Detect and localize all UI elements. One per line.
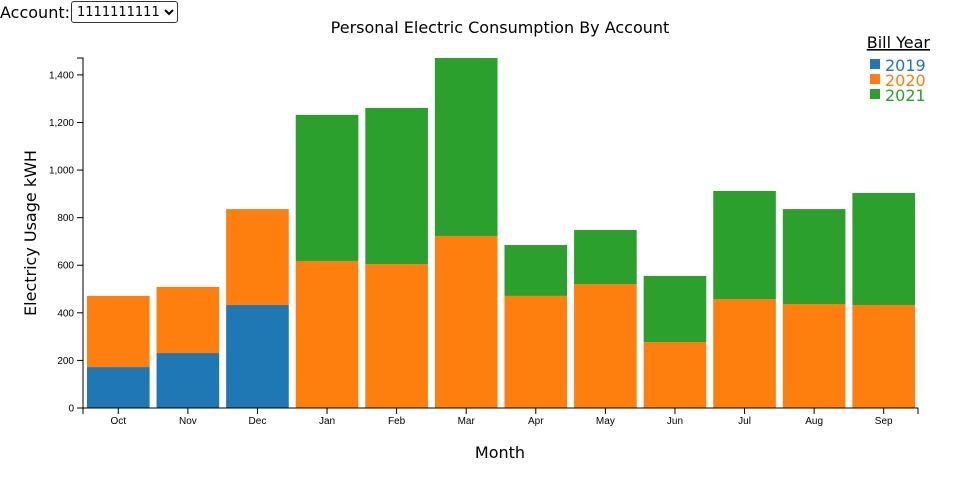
- y-tick-label: 400: [57, 308, 74, 319]
- legend-swatch-2019: [870, 59, 880, 69]
- x-axis-label: Month: [475, 443, 525, 462]
- legend-title: Bill Year: [867, 33, 931, 52]
- x-tick-label: May: [596, 416, 615, 427]
- bar-2021-aug: [782, 209, 846, 305]
- bar-2020-sep: [852, 304, 916, 408]
- bar-2021-feb: [365, 107, 428, 265]
- bar-2020-oct: [86, 295, 150, 368]
- x-tick-label: Feb: [388, 416, 406, 427]
- legend-swatch-2021: [870, 89, 880, 99]
- x-tick-label: Nov: [179, 416, 197, 427]
- account-select[interactable]: 1111111111: [71, 1, 178, 23]
- x-tick-label: Dec: [249, 416, 267, 427]
- bar-2020-jun: [643, 342, 707, 408]
- y-tick-label: 1,400: [49, 70, 74, 81]
- y-tick-label: 200: [57, 356, 74, 367]
- legend-swatch-2020: [870, 74, 880, 84]
- x-tick-label: Sep: [875, 416, 893, 427]
- bar-2019-dec: [226, 304, 289, 408]
- y-tick-label: 0: [68, 404, 74, 415]
- x-tick-label: Oct: [111, 416, 127, 427]
- bar-2019-nov: [156, 353, 220, 408]
- legend-label-2021: 2021: [885, 86, 926, 105]
- bar-2020-may: [574, 284, 637, 408]
- bar-2021-mar: [434, 58, 498, 236]
- legend-label-2020: 2020: [885, 71, 926, 90]
- x-axis-line: [82, 407, 919, 414]
- bar-2021-may: [574, 230, 637, 285]
- bar-2020-mar: [434, 235, 498, 408]
- y-tick-label: 1,200: [49, 118, 74, 129]
- x-tick-label: Mar: [458, 416, 476, 427]
- x-tick-label: Aug: [805, 416, 823, 427]
- bar-2020-aug: [782, 304, 846, 408]
- legend-label-2019: 2019: [885, 56, 926, 75]
- bar-2020-jul: [713, 299, 776, 408]
- x-tick-label: Apr: [528, 416, 544, 427]
- bar-2021-apr: [504, 245, 568, 296]
- y-axis-line: [77, 57, 84, 409]
- y-tick-label: 800: [57, 213, 74, 224]
- bar-2020-apr: [504, 295, 568, 408]
- bar-2020-jan: [295, 260, 359, 408]
- account-selector: Account: 1111111111: [0, 1, 178, 23]
- chart-title: Personal Electric Consumption By Account: [331, 18, 670, 37]
- y-tick-label: 1,000: [49, 166, 74, 177]
- bar-2021-sep: [852, 192, 916, 305]
- y-tick-label: 600: [57, 261, 74, 272]
- bar-2020-feb: [365, 264, 428, 408]
- y-axis-label: Electricy Usage kWH: [21, 150, 40, 316]
- bar-2021-jun: [643, 275, 707, 343]
- bar-2021-jan: [295, 114, 359, 261]
- x-tick-label: Jul: [738, 416, 751, 427]
- bar-2021-jul: [713, 191, 776, 300]
- bar-2019-oct: [86, 367, 150, 408]
- account-label: Account:: [0, 2, 70, 22]
- bar-2020-dec: [226, 209, 289, 305]
- bar-2020-nov: [156, 286, 220, 354]
- x-tick-label: Jan: [319, 416, 335, 427]
- x-tick-label: Jun: [667, 416, 683, 427]
